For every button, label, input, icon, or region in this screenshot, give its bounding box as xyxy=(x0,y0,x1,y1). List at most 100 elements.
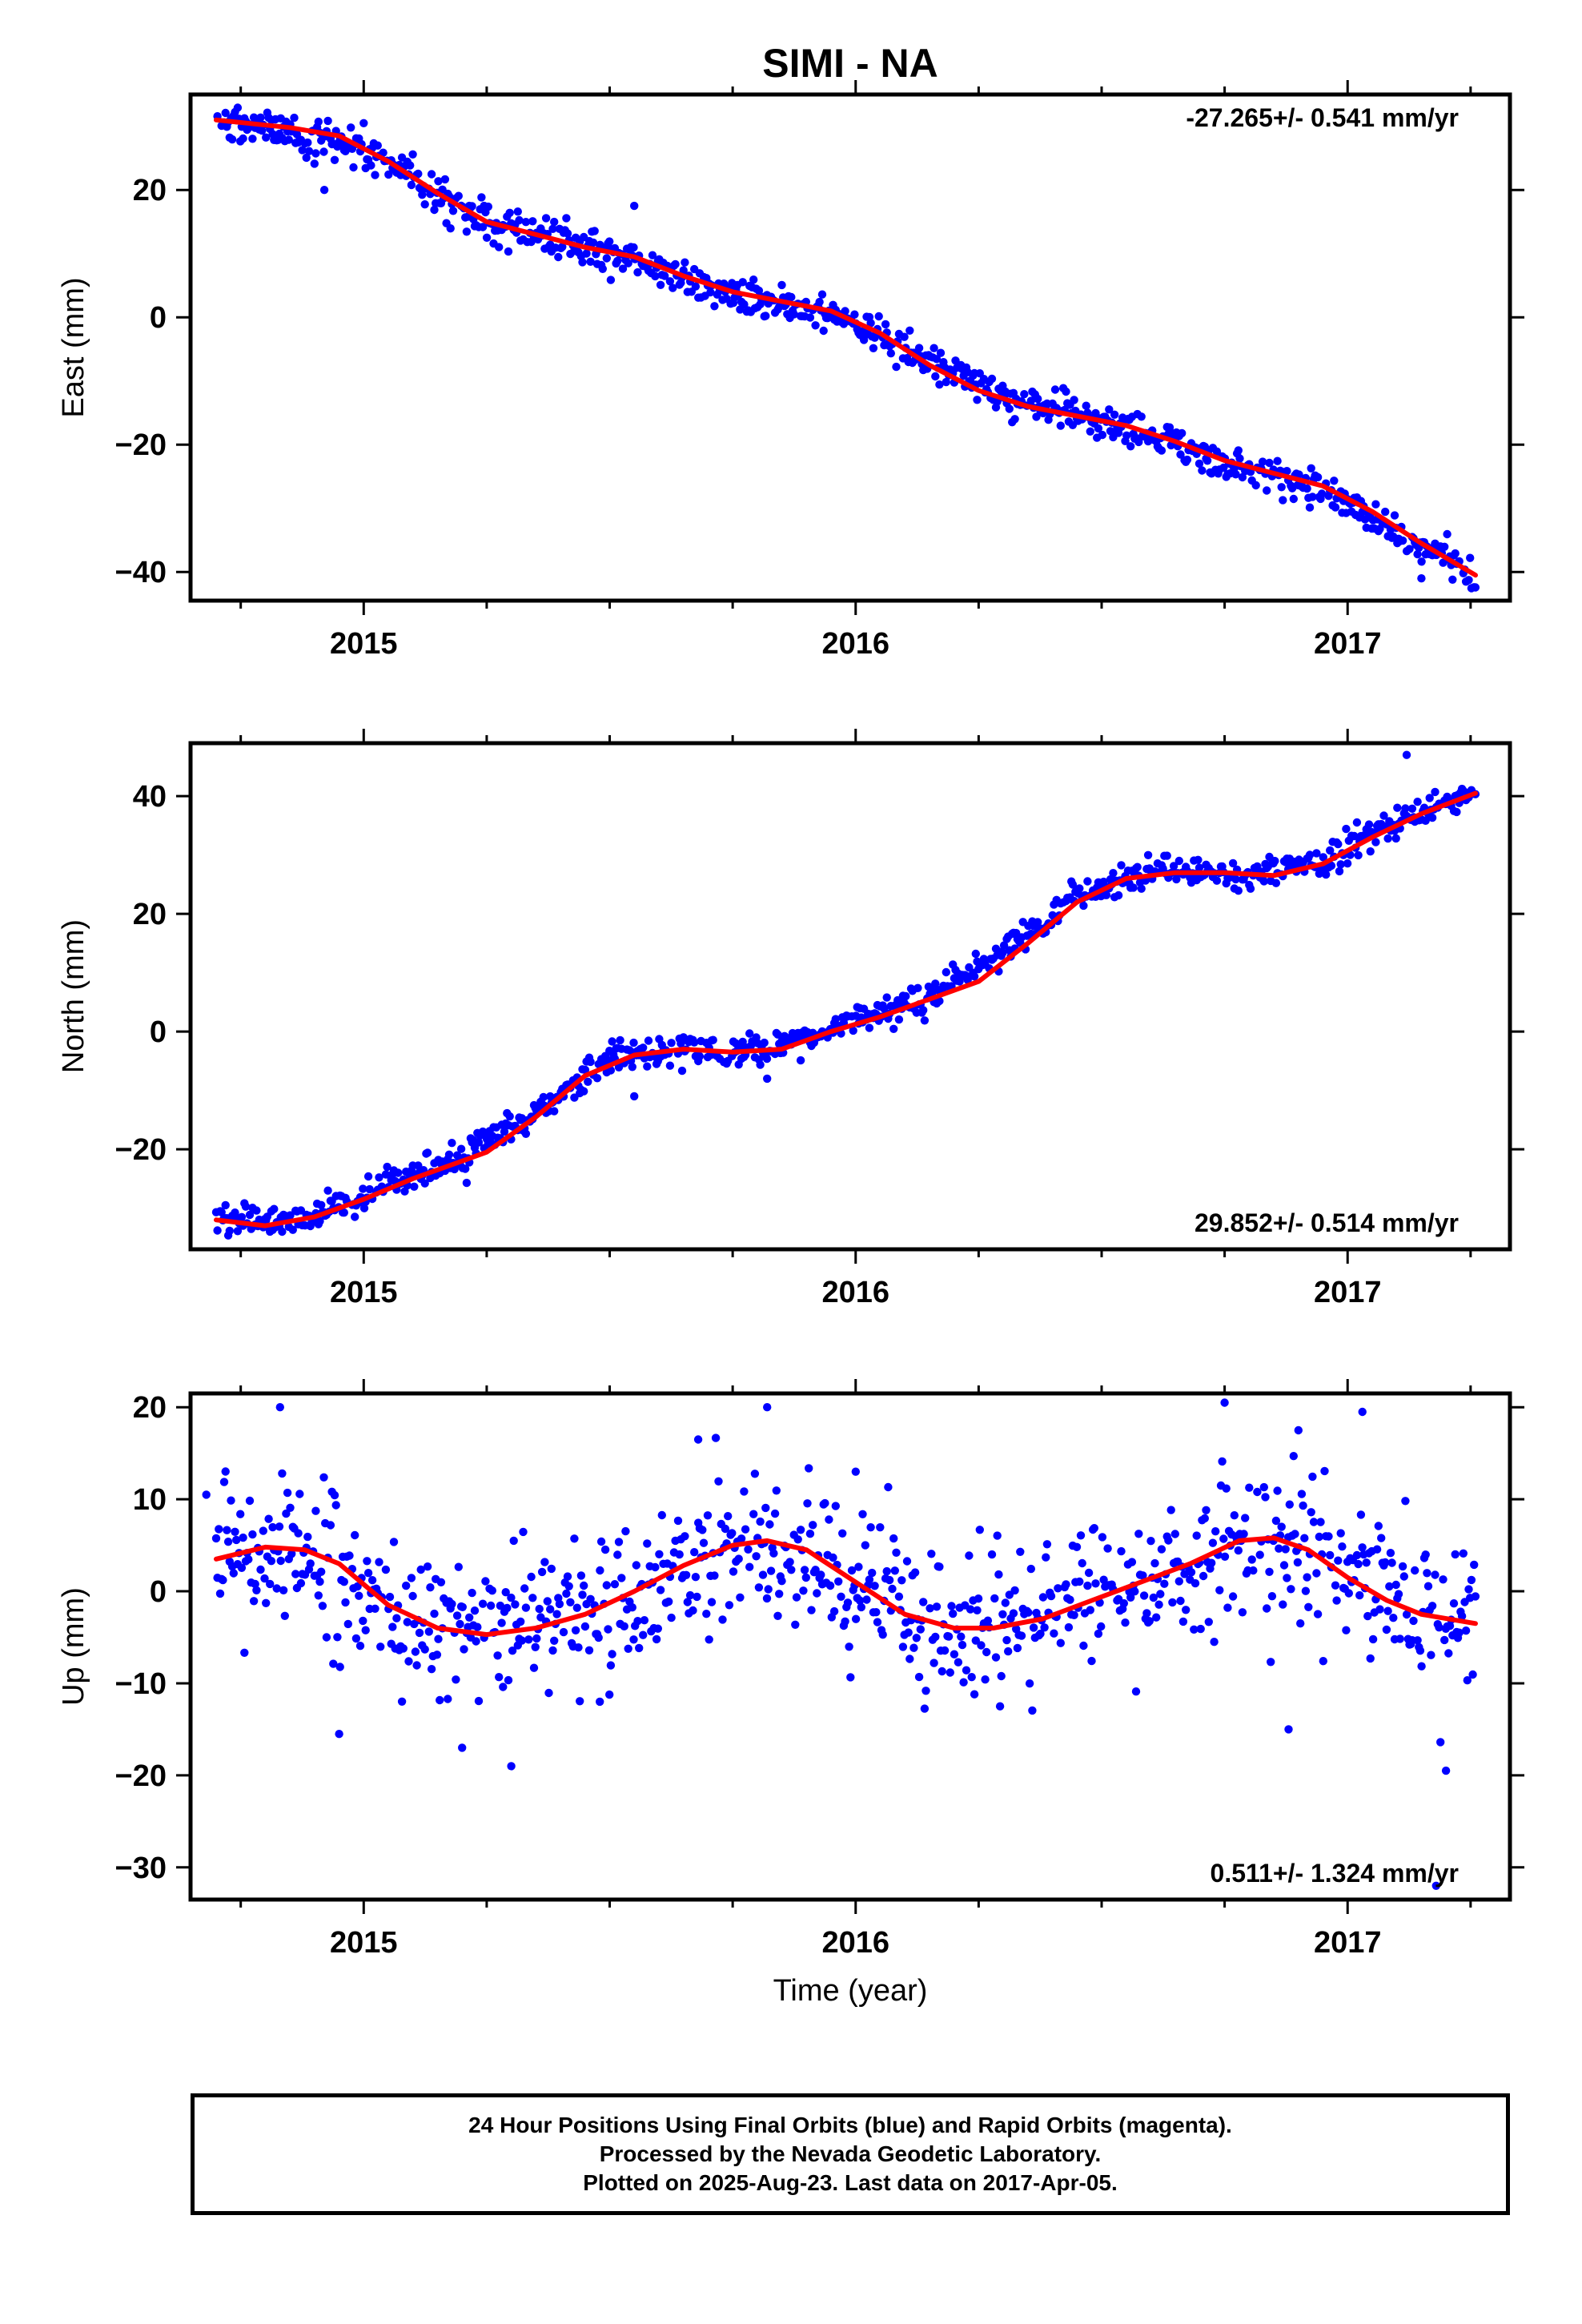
north-data-point xyxy=(359,1184,367,1193)
up-data-point xyxy=(657,1510,666,1520)
east-data-point xyxy=(605,237,614,246)
north-data-point xyxy=(539,1092,548,1102)
east-data-point xyxy=(629,243,638,252)
up-data-point xyxy=(966,1605,975,1614)
east-data-point xyxy=(1098,430,1107,440)
up-data-point xyxy=(1255,1550,1264,1559)
north-data-point xyxy=(667,1039,676,1047)
east-data-point xyxy=(1466,553,1475,562)
up-data-point xyxy=(318,1602,327,1610)
up-data-point xyxy=(388,1622,397,1631)
up-data-point xyxy=(764,1585,773,1594)
up-data-point xyxy=(481,1577,490,1586)
up-data-point xyxy=(311,1506,320,1515)
up-data-point xyxy=(997,1671,1006,1681)
up-data-point xyxy=(766,1566,776,1575)
east-data-point xyxy=(706,287,715,297)
up-data-point xyxy=(1219,1534,1228,1543)
north-data-point xyxy=(420,1179,429,1188)
up-data-point xyxy=(563,1572,572,1581)
up-data-point xyxy=(444,1695,452,1703)
up-data-point xyxy=(1239,1530,1248,1538)
up-data-point xyxy=(223,1538,233,1546)
up-data-point xyxy=(606,1661,616,1670)
east-data-point xyxy=(430,205,439,215)
up-data-point xyxy=(1301,1586,1311,1595)
up-data-point xyxy=(681,1532,689,1541)
up-data-point xyxy=(1121,1618,1130,1627)
up-data-point xyxy=(699,1538,709,1547)
up-data-point xyxy=(296,1578,306,1588)
east-data-point xyxy=(1020,390,1029,399)
up-data-point xyxy=(1279,1561,1289,1570)
north-data-point xyxy=(461,1164,470,1173)
up-data-point xyxy=(1145,1617,1154,1626)
up-data-point xyxy=(486,1601,496,1610)
north-data-point xyxy=(1327,861,1336,870)
east-data-point xyxy=(942,377,951,387)
up-data-point xyxy=(1332,1596,1341,1605)
up-data-point xyxy=(1241,1514,1250,1522)
up-data-point xyxy=(1230,1511,1239,1520)
up-data-point xyxy=(602,1581,611,1590)
north-data-point xyxy=(241,1202,251,1211)
north-data-point xyxy=(1354,850,1363,860)
up-data-point xyxy=(1200,1514,1210,1523)
up-data-point xyxy=(904,1628,913,1637)
east-data-point xyxy=(789,310,798,319)
east-data-point xyxy=(1137,412,1146,421)
east-data-point xyxy=(892,362,901,372)
up-data-point xyxy=(987,1550,997,1559)
north-data-point xyxy=(1195,863,1204,872)
up-plot-area xyxy=(202,1398,1480,1890)
up-data-point xyxy=(282,1509,291,1518)
up-data-point xyxy=(1356,1510,1366,1519)
up-data-point xyxy=(412,1661,421,1670)
up-data-point xyxy=(1427,1602,1437,1610)
up-data-point xyxy=(547,1564,556,1574)
east-data-point xyxy=(681,258,689,267)
up-data-point xyxy=(847,1566,857,1575)
up-data-point xyxy=(950,1650,959,1659)
east-data-point xyxy=(1105,405,1114,414)
north-data-point xyxy=(1137,884,1146,893)
north-data-point xyxy=(213,1226,222,1235)
up-data-point xyxy=(914,1672,924,1682)
up-data-point xyxy=(1026,1564,1036,1574)
east-data-point xyxy=(710,302,719,311)
east-data-point xyxy=(406,161,415,170)
east-data-point xyxy=(314,117,323,127)
east-data-point xyxy=(298,146,307,155)
east-data-point xyxy=(740,300,749,309)
up-data-point xyxy=(1078,1558,1086,1568)
up-data-point xyxy=(1249,1566,1258,1575)
up-data-point xyxy=(231,1527,239,1537)
east-data-point xyxy=(1440,542,1449,551)
up-data-point xyxy=(527,1572,536,1582)
east-data-point xyxy=(554,252,563,262)
up-data-point xyxy=(1451,1550,1460,1559)
east-data-point xyxy=(815,297,824,307)
up-data-point xyxy=(995,1702,1005,1711)
up-data-point xyxy=(1421,1550,1430,1559)
north-data-point xyxy=(1413,798,1422,806)
up-data-point xyxy=(1062,1580,1070,1589)
east-data-point xyxy=(349,163,358,172)
up-data-point xyxy=(1394,1590,1403,1598)
up-data-point xyxy=(275,1522,284,1531)
up-data-point xyxy=(389,1538,399,1546)
up-data-point xyxy=(1338,1542,1347,1551)
up-data-point xyxy=(1091,1579,1100,1588)
north-data-point xyxy=(1169,862,1178,870)
up-data-point xyxy=(496,1601,505,1610)
east-data-point xyxy=(446,224,455,233)
east-x-tick-label: 2015 xyxy=(330,627,398,661)
east-data-point xyxy=(805,313,815,322)
up-data-point xyxy=(1126,1593,1135,1602)
north-y-tick-label: −20 xyxy=(115,1133,167,1167)
up-data-point xyxy=(1117,1546,1126,1556)
up-data-point xyxy=(1202,1506,1211,1515)
up-data-point xyxy=(858,1510,867,1519)
north-data-point xyxy=(1379,811,1388,820)
up-data-point xyxy=(744,1545,753,1554)
